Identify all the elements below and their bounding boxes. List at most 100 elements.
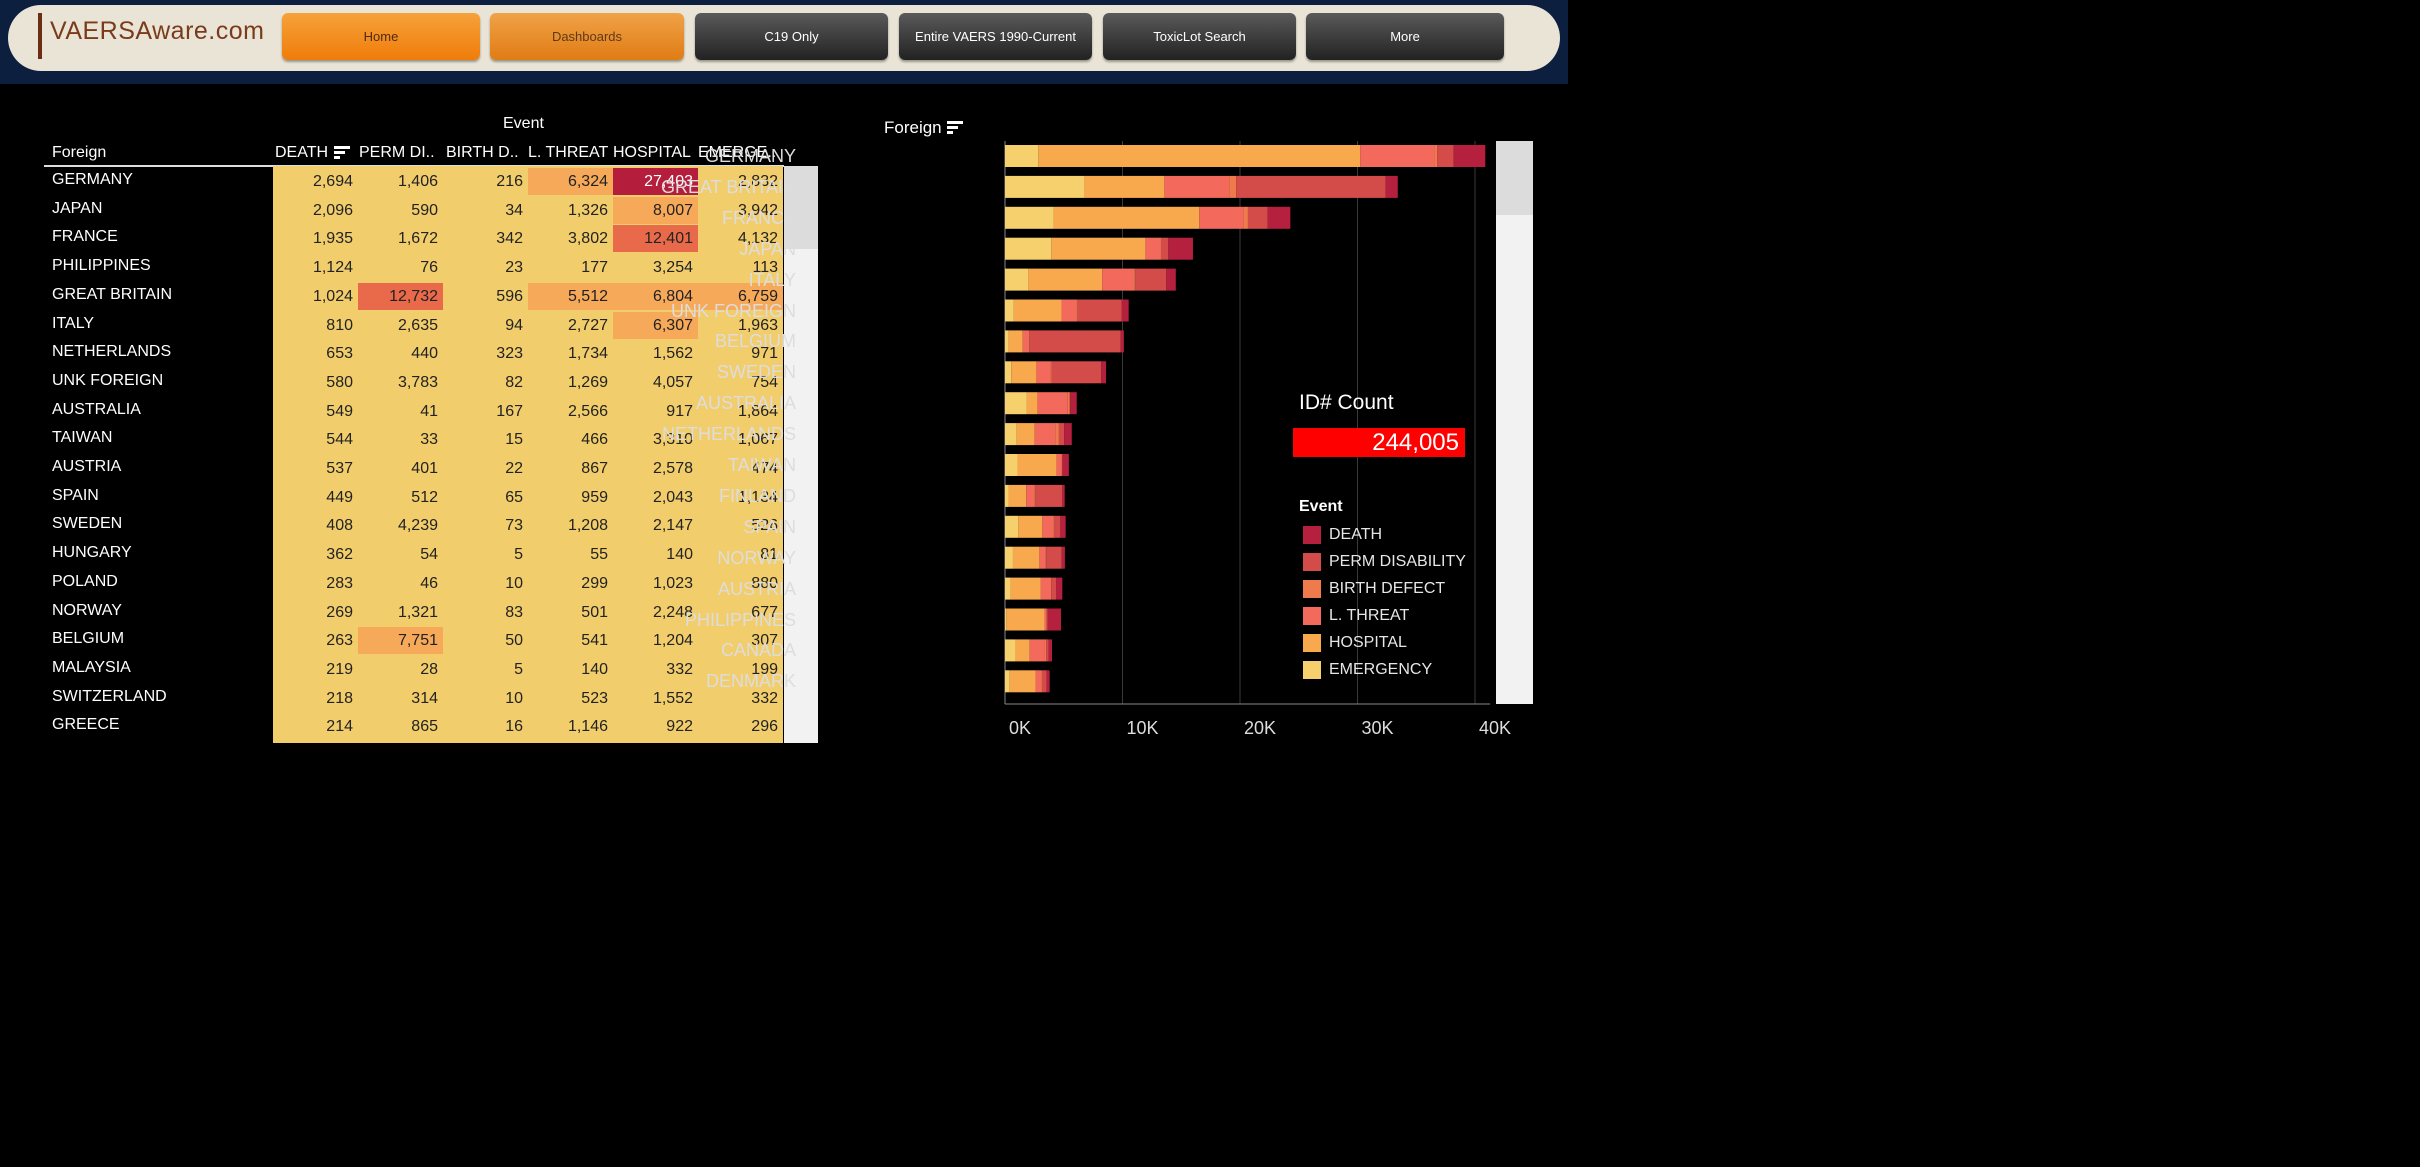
table-cell[interactable]: 466: [581, 431, 608, 449]
table-cell[interactable]: 1,562: [652, 345, 693, 363]
table-cell[interactable]: 922: [666, 718, 693, 736]
table-cell[interactable]: 214: [326, 718, 353, 736]
table-cell[interactable]: 971: [751, 345, 778, 363]
table-cell[interactable]: 299: [581, 574, 608, 592]
table-row-label[interactable]: ITALY: [52, 314, 95, 332]
table-cell[interactable]: 1,935: [312, 230, 353, 248]
table-cell[interactable]: 408: [326, 517, 353, 535]
bar-label[interactable]: BELGIUM: [714, 331, 796, 352]
table-cell[interactable]: 1,269: [567, 373, 608, 391]
table-cell[interactable]: 94: [505, 316, 523, 334]
table-cell[interactable]: 2,578: [652, 460, 693, 477]
col-head-death[interactable]: DEATH: [275, 144, 351, 162]
table-cell[interactable]: 810: [326, 316, 353, 334]
table-cell[interactable]: 216: [496, 173, 523, 190]
table-cell[interactable]: 362: [326, 546, 353, 564]
table-cell[interactable]: 140: [581, 660, 608, 678]
table-cell[interactable]: 4,239: [397, 517, 438, 535]
bar-label[interactable]: CANADA: [720, 640, 796, 661]
table-cell[interactable]: 5: [514, 546, 523, 564]
table-cell[interactable]: 3,254: [652, 259, 693, 277]
table-cell[interactable]: 12,732: [358, 282, 443, 310]
table-cell[interactable]: 754: [751, 373, 778, 391]
table-cell[interactable]: 283: [326, 574, 353, 592]
table-scrollbar-thumb[interactable]: [784, 166, 818, 249]
table-row-label[interactable]: POLAND: [52, 572, 118, 590]
table-cell[interactable]: 4,132: [737, 230, 778, 248]
bar-label[interactable]: ITALY: [748, 269, 796, 290]
table-cell[interactable]: 537: [326, 460, 353, 477]
table-row-label[interactable]: UNK FOREIGN: [52, 371, 164, 389]
nav-toxiclot-search-button[interactable]: ToxicLot Search: [1103, 13, 1296, 60]
bar-label[interactable]: NORWAY: [717, 547, 796, 568]
table-cell[interactable]: 865: [411, 718, 438, 736]
table-cell[interactable]: 2,248: [652, 603, 693, 621]
chart-header[interactable]: Foreign: [884, 118, 964, 138]
table-cell[interactable]: 55: [590, 546, 608, 564]
table-cell[interactable]: 1,734: [567, 345, 608, 363]
table-cell[interactable]: 23: [505, 259, 523, 277]
table-row-label[interactable]: TAIWAN: [52, 429, 113, 447]
table-row-label[interactable]: JAPAN: [52, 199, 103, 217]
table-cell[interactable]: 10: [505, 689, 523, 707]
table-cell[interactable]: 199: [751, 660, 778, 678]
chart-scrollbar[interactable]: [1496, 141, 1533, 704]
table-cell[interactable]: 1,134: [737, 488, 778, 506]
table-cell[interactable]: 82: [505, 373, 523, 391]
table-cell[interactable]: 880: [751, 574, 778, 592]
legend-item[interactable]: L. THREAT: [1303, 607, 1409, 625]
table-cell[interactable]: 5,512: [528, 282, 613, 310]
table-cell[interactable]: 2,832: [737, 173, 778, 190]
nav-c19-only-button[interactable]: C19 Only: [695, 13, 888, 60]
table-cell[interactable]: 1,208: [567, 517, 608, 535]
table-cell[interactable]: 1,963: [737, 316, 778, 334]
col-head-emergency[interactable]: EMERGE..: [698, 144, 777, 161]
table-cell[interactable]: 590: [411, 201, 438, 219]
table-cell[interactable]: 474: [751, 460, 778, 477]
table-cell[interactable]: 140: [666, 546, 693, 564]
table-cell[interactable]: 34: [505, 201, 523, 219]
table-row-label[interactable]: MALAYSIA: [52, 658, 131, 676]
bar-label[interactable]: JAPAN: [739, 238, 796, 259]
table-cell[interactable]: 2,147: [652, 517, 693, 535]
table-cell[interactable]: 323: [496, 345, 523, 363]
table-cell[interactable]: 7,751: [358, 627, 443, 655]
table-cell[interactable]: 3,942: [737, 201, 778, 219]
table-cell[interactable]: 50: [505, 632, 523, 650]
bar-label[interactable]: FINLAND: [718, 485, 796, 506]
table-row-label[interactable]: FRANCE: [52, 228, 118, 246]
table-cell[interactable]: 2,566: [567, 402, 608, 420]
table-cell[interactable]: 296: [751, 718, 778, 736]
bar-label[interactable]: AUSTRIA: [717, 578, 796, 599]
legend-item[interactable]: DEATH: [1303, 526, 1382, 544]
table-cell[interactable]: 219: [326, 660, 353, 678]
nav-entire-vaers-button[interactable]: Entire VAERS 1990-Current: [899, 13, 1092, 60]
bar-label[interactable]: UNK FOREIGN: [670, 300, 796, 321]
table-cell[interactable]: 41: [420, 402, 438, 420]
table-cell[interactable]: 6,324: [528, 168, 613, 195]
table-cell[interactable]: 10: [505, 574, 523, 592]
table-cell[interactable]: 6,759: [698, 282, 783, 310]
table-cell[interactable]: 653: [326, 345, 353, 363]
table-cell[interactable]: 549: [326, 402, 353, 420]
table-cell[interactable]: 167: [496, 402, 523, 420]
table-scrollbar[interactable]: [784, 166, 818, 743]
table-cell[interactable]: 307: [751, 632, 778, 650]
bar-label[interactable]: NETHERLANDS: [661, 424, 796, 445]
table-row-label[interactable]: SWITZERLAND: [52, 687, 167, 705]
table-cell[interactable]: 27,403: [613, 168, 698, 195]
table-cell[interactable]: 54: [420, 546, 438, 564]
table-cell[interactable]: 2,096: [312, 201, 353, 219]
table-row-label[interactable]: NETHERLANDS: [52, 343, 172, 361]
table-cell[interactable]: 867: [581, 460, 608, 477]
bar-label[interactable]: PHILIPPINES: [684, 609, 796, 630]
table-row-label[interactable]: GREAT BRITAIN: [52, 285, 173, 303]
table-cell[interactable]: 440: [411, 345, 438, 363]
table-cell[interactable]: 332: [666, 660, 693, 678]
legend-item[interactable]: EMERGENCY: [1303, 661, 1432, 679]
table-row-label[interactable]: SWEDEN: [52, 515, 123, 533]
table-row-label[interactable]: AUSTRALIA: [52, 400, 141, 418]
table-cell[interactable]: 33: [420, 431, 438, 449]
table-cell[interactable]: 541: [581, 632, 608, 650]
table-cell[interactable]: 22: [505, 460, 523, 477]
